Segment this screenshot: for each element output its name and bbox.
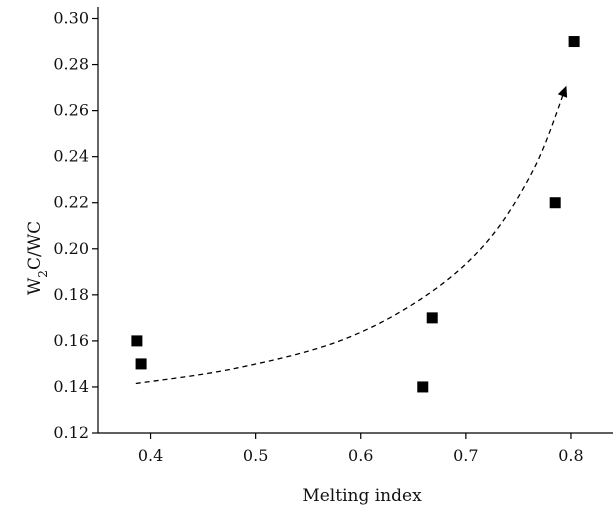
- x-tick-label: 0.6: [348, 446, 373, 465]
- y-tick-label: 0.28: [53, 55, 89, 74]
- data-point: [131, 335, 143, 347]
- y-tick-label: 0.16: [53, 331, 89, 350]
- y-tick-label: 0.12: [53, 423, 89, 442]
- y-tick-label: 0.30: [53, 9, 89, 28]
- x-axis-ticks: 0.4 0.5 0.6 0.7 0.8: [138, 433, 584, 465]
- y-tick-label: 0.24: [53, 147, 89, 166]
- data-point: [426, 312, 438, 324]
- y-axis-title-subscript: 2: [36, 270, 50, 278]
- x-axis-title: Melting index: [302, 486, 422, 506]
- data-points: [131, 36, 580, 393]
- data-point: [417, 381, 429, 393]
- trend-arrow-head: [557, 85, 568, 98]
- data-point: [549, 197, 561, 209]
- y-axis-title: W2C/WC: [25, 221, 50, 295]
- y-tick-label: 0.18: [53, 285, 89, 304]
- x-tick-label: 0.4: [138, 446, 163, 465]
- y-axis-title-rest: C/WC: [25, 221, 45, 270]
- trend-arrow-line: [135, 87, 567, 385]
- axes: [97, 7, 613, 434]
- y-tick-label: 0.20: [53, 239, 89, 258]
- x-tick-label: 0.8: [558, 446, 583, 465]
- y-tick-label: 0.22: [53, 193, 89, 212]
- y-tick-label: 0.14: [53, 377, 89, 396]
- y-tick-label: 0.26: [53, 101, 89, 120]
- data-point: [568, 36, 580, 48]
- y-axis-ticks: 0.12 0.14 0.16 0.18 0.20 0.22 0.24 0.26 0.28 0.30: [53, 9, 98, 442]
- x-tick-label: 0.5: [243, 446, 268, 465]
- y-axis-title-main: W: [25, 277, 45, 295]
- x-tick-label: 0.7: [453, 446, 478, 465]
- data-point: [135, 358, 147, 370]
